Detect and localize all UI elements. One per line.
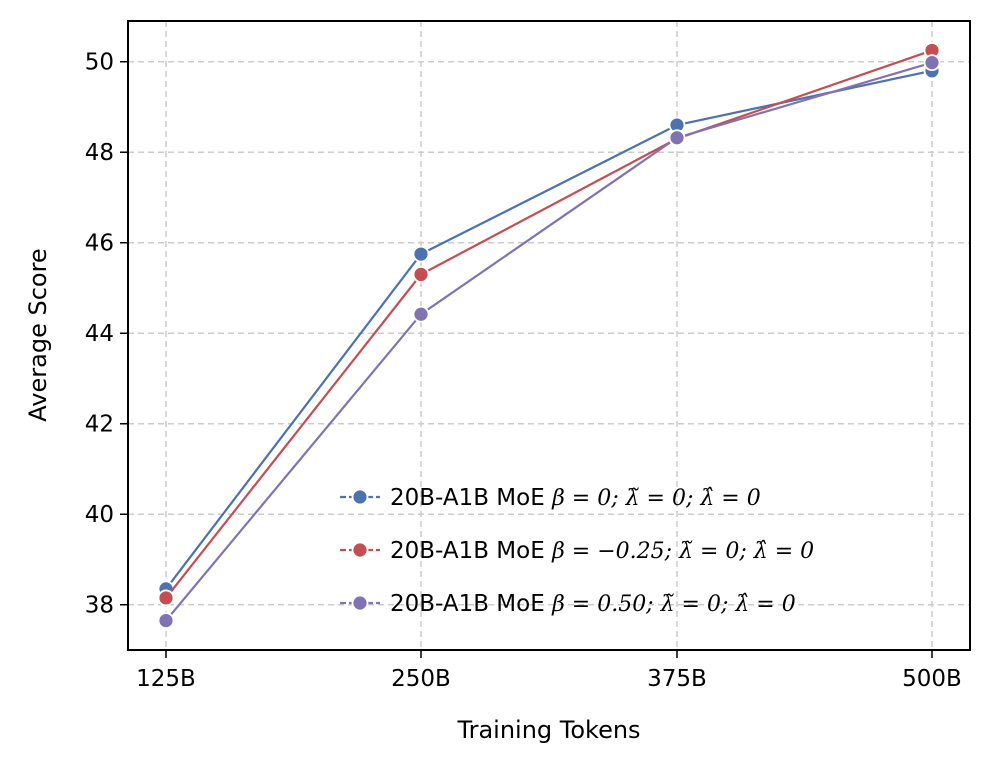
y-tick-label: 46 [85, 231, 114, 257]
x-tick-label: 500B [902, 666, 962, 692]
y-tick-label: 44 [85, 321, 114, 347]
x-tick-label: 125B [136, 666, 196, 692]
y-tick-label: 48 [85, 140, 114, 166]
y-tick-label: 42 [85, 412, 114, 438]
legend-marker [351, 488, 369, 506]
series-line [165, 69, 933, 590]
legend-label: 20B-A1B MoE β = 0.50; λ̃ = 0; λ̂ = 0 [390, 591, 796, 617]
legend-math-expression: β = 0; λ̃ = 0; λ̂ = 0 [551, 486, 761, 511]
axis-ticks: 125B 250B 375B 500B 38 40 42 44 46 48 50 [85, 50, 962, 692]
y-tick-label: 50 [85, 50, 114, 76]
legend-marker [351, 541, 369, 559]
legend-series-name: 20B-A1B MoE [390, 485, 552, 511]
legend-math-expression: β = −0.25; λ̃ = 0; λ̂ = 0 [551, 539, 814, 564]
data-point [412, 245, 430, 263]
legend: 20B-A1B MoE β = 0; λ̃ = 0; λ̂ = 020B-A1B… [340, 485, 814, 617]
x-tick-label: 375B [647, 666, 707, 692]
data-point [412, 305, 430, 323]
legend-label: 20B-A1B MoE β = −0.25; λ̃ = 0; λ̂ = 0 [390, 538, 814, 564]
x-axis-label: Training Tokens [456, 716, 640, 744]
series-line [165, 49, 933, 599]
plot-frame [127, 20, 971, 651]
data-point [412, 266, 430, 283]
y-tick-label: 40 [85, 502, 114, 528]
data-point [157, 612, 175, 629]
series-line [165, 61, 933, 622]
legend-series-name: 20B-A1B MoE [390, 538, 552, 564]
legend-marker [351, 594, 369, 612]
data-point [668, 129, 686, 147]
legend-series-name: 20B-A1B MoE [390, 591, 552, 617]
x-tick-label: 250B [391, 666, 451, 692]
data-point [157, 589, 175, 607]
y-tick-label: 38 [85, 593, 114, 619]
legend-label: 20B-A1B MoE β = 0; λ̃ = 0; λ̂ = 0 [390, 485, 761, 511]
legend-math-expression: β = 0.50; λ̃ = 0; λ̂ = 0 [551, 592, 796, 617]
y-axis-label: Average Score [24, 248, 52, 421]
series-layer [157, 42, 941, 629]
data-point [923, 54, 941, 72]
